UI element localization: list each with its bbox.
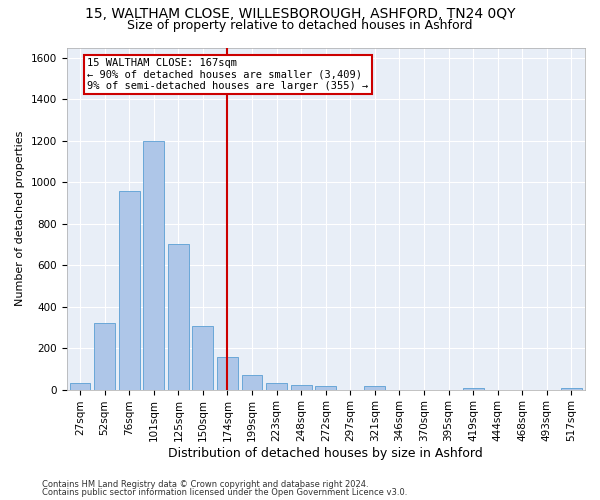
Bar (242, 375, 262, 390)
Bar (561, 388, 582, 390)
Bar (463, 388, 484, 390)
Bar (217, 358, 238, 390)
Bar (94, 324, 115, 390)
Bar (316, 386, 336, 390)
Bar (168, 244, 189, 390)
Text: 15, WALTHAM CLOSE, WILLESBOROUGH, ASHFORD, TN24 0QY: 15, WALTHAM CLOSE, WILLESBOROUGH, ASHFOR… (85, 8, 515, 22)
Bar (193, 326, 214, 390)
Bar (119, 190, 140, 390)
Bar (70, 384, 91, 390)
Bar (266, 384, 287, 390)
Y-axis label: Number of detached properties: Number of detached properties (15, 131, 25, 306)
Text: 15 WALTHAM CLOSE: 167sqm
← 90% of detached houses are smaller (3,409)
9% of semi: 15 WALTHAM CLOSE: 167sqm ← 90% of detach… (88, 58, 368, 91)
Bar (291, 386, 311, 390)
Text: Contains public sector information licensed under the Open Government Licence v3: Contains public sector information licen… (42, 488, 407, 497)
Bar (143, 141, 164, 390)
Bar (364, 386, 385, 390)
Text: Size of property relative to detached houses in Ashford: Size of property relative to detached ho… (127, 18, 473, 32)
Text: Contains HM Land Registry data © Crown copyright and database right 2024.: Contains HM Land Registry data © Crown c… (42, 480, 368, 489)
X-axis label: Distribution of detached houses by size in Ashford: Distribution of detached houses by size … (169, 447, 483, 460)
